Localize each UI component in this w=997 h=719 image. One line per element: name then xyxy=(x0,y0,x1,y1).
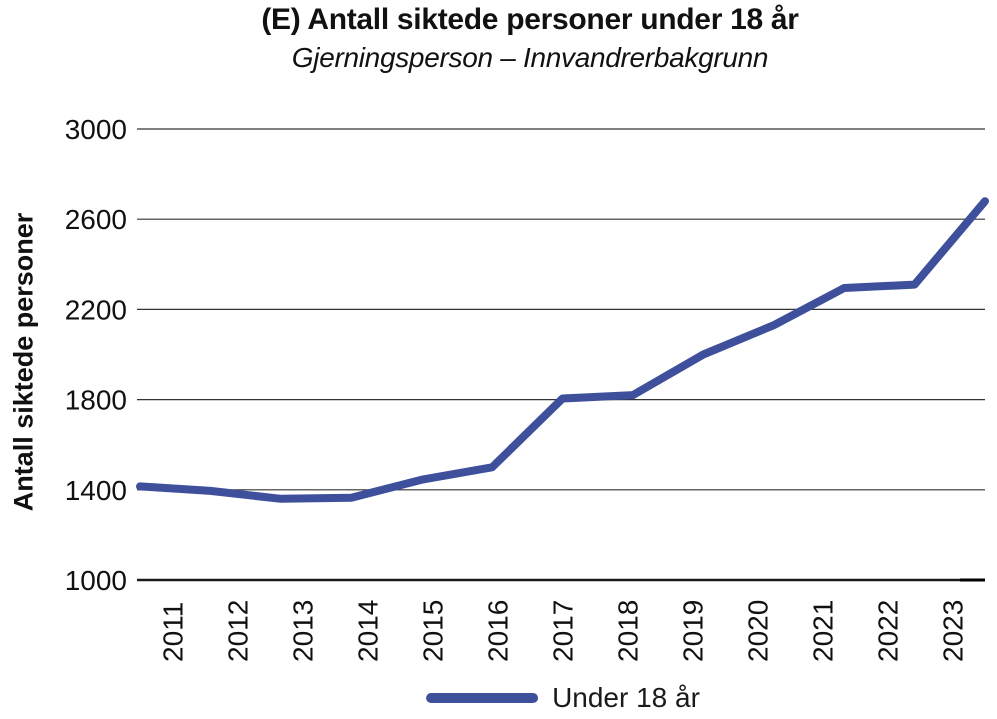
y-tick-label: 3000 xyxy=(65,114,127,145)
y-tick-label: 1800 xyxy=(65,385,127,416)
legend: Under 18 år xyxy=(426,682,700,714)
x-tick-label: 2011 xyxy=(158,602,189,662)
chart-subtitle: Gjerningsperson – Innvandrerbakgrunn xyxy=(291,42,769,73)
x-tick-label: 2018 xyxy=(613,600,644,662)
y-tick-label: 1400 xyxy=(65,475,127,506)
x-tick-label: 2012 xyxy=(223,600,254,662)
series-line-under-18 xyxy=(136,197,989,503)
chart-header: (E) Antall siktede personer under 18 år … xyxy=(60,0,997,76)
legend-line-swatch xyxy=(426,693,539,703)
chart-title: (E) Antall siktede personer under 18 år xyxy=(261,3,799,36)
x-tick-label: 2013 xyxy=(288,600,319,662)
x-tick-label: 2014 xyxy=(353,600,384,662)
x-tick-label: 2016 xyxy=(483,600,514,662)
y-tick-label: 2600 xyxy=(65,204,127,235)
x-tick-label: 2022 xyxy=(873,600,904,662)
x-tick-label: 2021 xyxy=(808,600,839,662)
y-tick-label: 2200 xyxy=(65,294,127,325)
x-tick-label: 2019 xyxy=(678,600,709,662)
x-tick-label: 2020 xyxy=(743,600,774,662)
y-tick-label: 1000 xyxy=(65,565,127,596)
legend-label: Under 18 år xyxy=(552,682,700,713)
x-tick-label: 2023 xyxy=(938,600,969,662)
x-tick-label: 2017 xyxy=(548,600,579,662)
x-tick-label: 2015 xyxy=(418,600,449,662)
